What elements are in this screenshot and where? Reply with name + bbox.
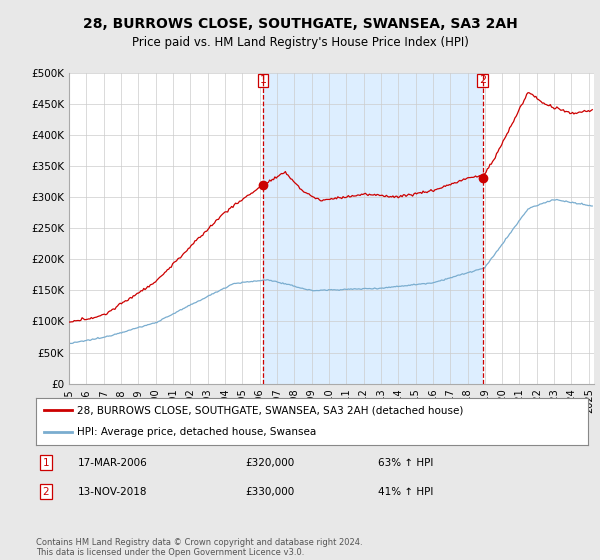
Bar [263, 73, 482, 384]
Text: 13-NOV-2018: 13-NOV-2018 [77, 487, 147, 497]
Text: Contains HM Land Registry data © Crown copyright and database right 2024.
This d: Contains HM Land Registry data © Crown c… [36, 538, 362, 557]
Text: Price paid vs. HM Land Registry's House Price Index (HPI): Price paid vs. HM Land Registry's House … [131, 36, 469, 49]
Text: 1: 1 [260, 75, 267, 85]
Text: 17-MAR-2006: 17-MAR-2006 [77, 458, 147, 468]
Text: £320,000: £320,000 [246, 458, 295, 468]
Text: 2: 2 [43, 487, 49, 497]
Text: 28, BURROWS CLOSE, SOUTHGATE, SWANSEA, SA3 2AH (detached house): 28, BURROWS CLOSE, SOUTHGATE, SWANSEA, S… [77, 405, 464, 416]
Text: 63% ↑ HPI: 63% ↑ HPI [378, 458, 434, 468]
Text: £330,000: £330,000 [246, 487, 295, 497]
Text: 41% ↑ HPI: 41% ↑ HPI [378, 487, 434, 497]
Text: 28, BURROWS CLOSE, SOUTHGATE, SWANSEA, SA3 2AH: 28, BURROWS CLOSE, SOUTHGATE, SWANSEA, S… [83, 17, 517, 31]
Text: HPI: Average price, detached house, Swansea: HPI: Average price, detached house, Swan… [77, 427, 317, 437]
Text: 1: 1 [43, 458, 49, 468]
Text: 2: 2 [479, 75, 486, 85]
